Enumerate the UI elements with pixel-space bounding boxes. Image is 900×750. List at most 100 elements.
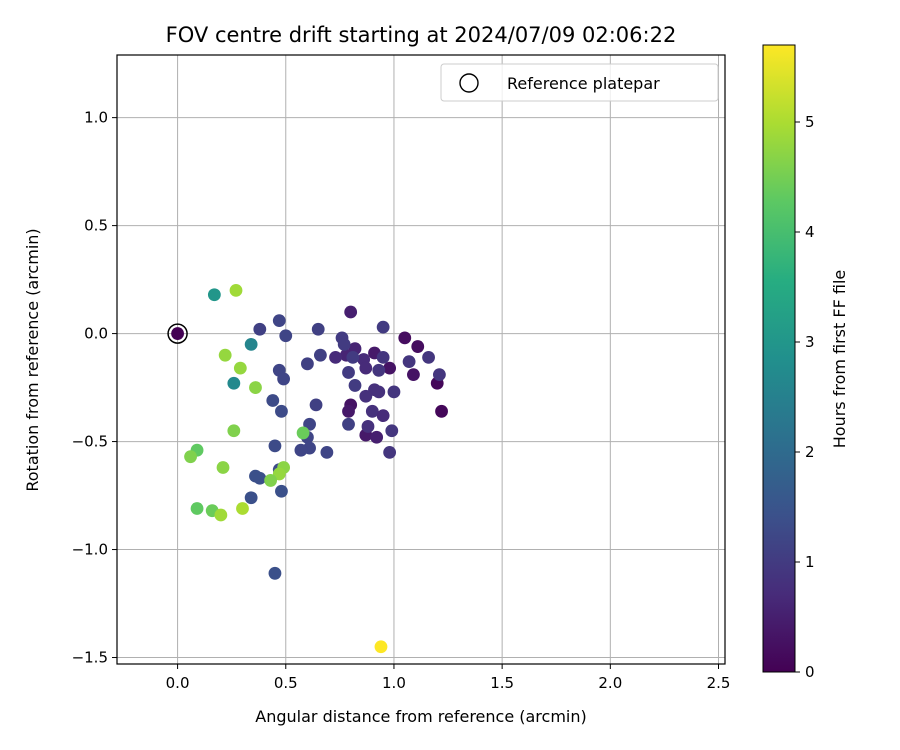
scatter-point <box>214 508 228 522</box>
scatter-point <box>277 372 291 386</box>
colorbar-ticks: 0 1 2 3 4 5 <box>795 113 815 681</box>
scatter-point <box>268 439 282 453</box>
scatter-point <box>253 322 267 336</box>
y-tick-label: 0.0 <box>84 325 108 343</box>
colorbar-tick-label: 2 <box>805 443 815 461</box>
colorbar-tick-label: 0 <box>805 663 815 681</box>
colorbar-tick-label: 4 <box>805 223 815 241</box>
scatter-point <box>264 474 278 487</box>
reference-marker-layer <box>167 323 188 344</box>
scatter-point <box>402 355 416 369</box>
x-tick-label: 1.0 <box>382 674 406 692</box>
scatter-point <box>398 331 412 345</box>
data-points <box>171 283 448 654</box>
y-tick-label: −1.5 <box>72 649 108 667</box>
y-axis-label: Rotation from reference (arcmin) <box>23 228 42 491</box>
scatter-point <box>387 385 401 399</box>
legend-reference-marker <box>459 73 479 93</box>
y-axis-ticks: −1.5 −1.0 −0.5 0.0 0.5 1.0 <box>72 109 117 667</box>
scatter-point <box>372 363 386 377</box>
scatter-point <box>329 350 342 364</box>
scatter-point <box>227 376 241 390</box>
scatter-point <box>233 361 247 375</box>
scatter-point <box>216 461 230 474</box>
x-tick-label: 1.5 <box>490 674 514 692</box>
scatter-point <box>383 361 397 375</box>
scatter-point <box>361 420 375 433</box>
scatter-point <box>218 348 232 362</box>
scatter-point <box>253 471 267 485</box>
colorbar-tick-label: 1 <box>805 553 815 571</box>
reference-platepar-marker <box>167 323 188 344</box>
scatter-point <box>229 283 243 297</box>
x-tick-label: 0.0 <box>166 674 190 692</box>
scatter-point <box>376 409 390 423</box>
scatter-point <box>346 350 360 364</box>
scatter-point <box>171 327 184 340</box>
y-tick-label: −1.0 <box>72 541 108 559</box>
scatter-point <box>407 368 420 382</box>
scatter-point <box>342 417 355 431</box>
scatter-point <box>275 484 288 498</box>
scatter-point <box>244 491 258 505</box>
scatter-point <box>411 340 425 353</box>
colorbar-tick-label: 5 <box>805 113 815 131</box>
scatter-point <box>279 329 293 343</box>
scatter-point <box>376 320 390 334</box>
scatter-point <box>272 314 286 328</box>
scatter-point <box>348 379 362 392</box>
scatter-point <box>236 502 249 515</box>
scatter-point <box>301 357 314 371</box>
chart-title: FOV centre drift starting at 2024/07/09 … <box>166 23 677 47</box>
scatter-point <box>249 381 262 394</box>
scatter-point <box>342 366 355 379</box>
y-tick-label: 1.0 <box>84 109 108 127</box>
scatter-point <box>337 337 351 351</box>
colorbar-tick-label: 3 <box>805 333 815 351</box>
x-axis-label: Angular distance from reference (arcmin) <box>255 707 586 726</box>
grid <box>117 55 725 664</box>
legend-box <box>440 63 719 102</box>
legend-entry-reference-platepar: Reference platepar <box>507 74 660 93</box>
scatter-point <box>370 430 384 444</box>
colorbar-gradient <box>762 44 796 673</box>
scatter-point <box>320 445 334 459</box>
scatter-point <box>309 398 323 412</box>
scatter-point <box>435 404 448 418</box>
plot-frame <box>116 54 726 665</box>
y-tick-label: 0.5 <box>84 217 108 235</box>
scatter-point <box>184 450 197 464</box>
scatter-point <box>296 426 310 440</box>
colorbar-label: Hours from first FF file <box>830 270 849 449</box>
x-tick-label: 2.5 <box>707 674 731 692</box>
scatter-point <box>342 404 355 418</box>
scatter-point <box>244 337 258 351</box>
scatter-point <box>432 368 446 382</box>
scatter-point <box>275 404 288 418</box>
x-tick-label: 2.0 <box>598 674 622 692</box>
x-axis-ticks: 0.0 0.5 1.0 1.5 2.0 2.5 <box>166 664 731 692</box>
scatter-point <box>376 350 390 364</box>
scatter-point <box>268 566 282 580</box>
scatter-point <box>344 305 358 319</box>
scatter-point <box>385 424 399 438</box>
scatter-point <box>311 322 325 336</box>
scatter-point <box>313 348 327 362</box>
scatter-point <box>359 389 373 403</box>
scatter-point <box>383 445 397 459</box>
scatter-point <box>190 502 204 515</box>
scatter-point <box>372 385 386 399</box>
scatter-point <box>266 394 280 407</box>
scatter-point <box>227 424 241 438</box>
scatter-point <box>359 361 373 375</box>
scatter-point <box>294 443 308 457</box>
scatter-point <box>207 288 221 302</box>
scatter-point <box>422 350 435 364</box>
scatter-point <box>374 640 388 654</box>
legend: Reference platepar <box>440 63 719 102</box>
x-tick-label: 0.5 <box>274 674 298 692</box>
scatter-point <box>365 404 379 418</box>
colorbar: 0 1 2 3 4 5 Hours from first FF file <box>762 44 849 681</box>
y-tick-label: −0.5 <box>72 433 108 451</box>
